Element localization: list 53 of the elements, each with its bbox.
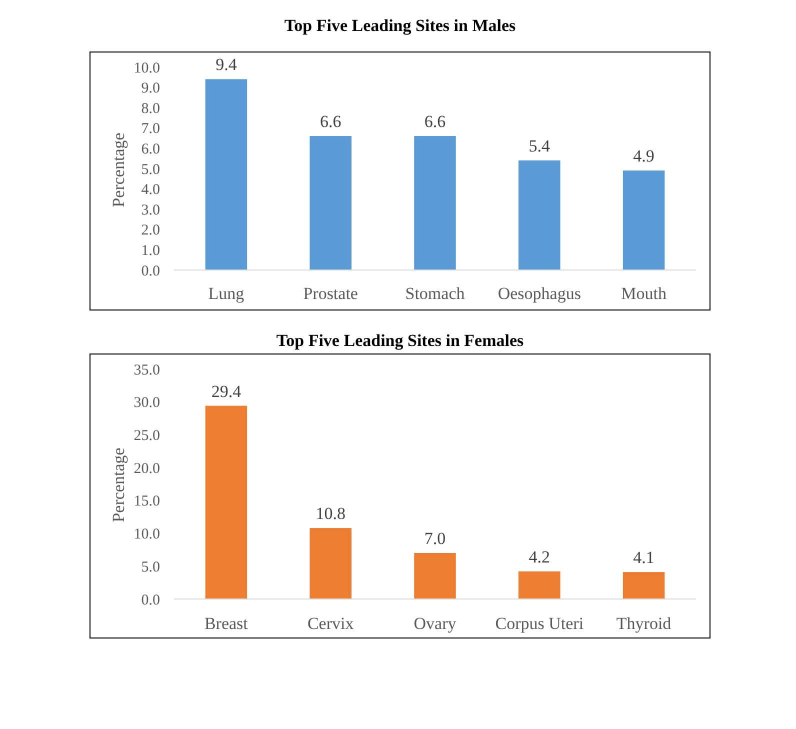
data-label: 4.1 xyxy=(633,548,654,568)
bar xyxy=(310,136,352,270)
y-tick-label: 7.0 xyxy=(141,121,160,138)
y-tick-label: 4.0 xyxy=(141,182,160,198)
bar xyxy=(310,528,352,599)
chart-title: Top Five Leading Sites in Males xyxy=(284,16,516,35)
bar xyxy=(205,406,248,599)
x-tick-label: Ovary xyxy=(414,614,457,633)
y-tick-label: 20.0 xyxy=(134,460,160,477)
y-tick-label: 3.0 xyxy=(141,202,160,218)
y-tick-label: 6.0 xyxy=(141,141,160,158)
x-tick-label: Corpus Uteri xyxy=(495,614,584,633)
y-tick-label: 0.0 xyxy=(141,263,160,280)
y-tick-label: 5.0 xyxy=(141,559,160,576)
y-tick-label: 10.0 xyxy=(134,526,160,543)
bar xyxy=(414,136,456,270)
y-tick-label: 30.0 xyxy=(134,395,160,412)
x-tick-label: Mouth xyxy=(621,284,667,303)
x-tick-label: Lung xyxy=(208,284,245,303)
y-axis-title: Percentage xyxy=(109,448,128,522)
data-label: 4.9 xyxy=(633,146,654,166)
data-label: 6.6 xyxy=(320,112,342,132)
y-tick-label: 1.0 xyxy=(141,242,160,259)
bar xyxy=(518,160,560,270)
y-axis-title: Percentage xyxy=(109,132,128,208)
data-label: 4.2 xyxy=(528,547,550,566)
data-label: 10.8 xyxy=(316,504,346,524)
data-label: 29.4 xyxy=(211,382,242,401)
x-tick-label: Breast xyxy=(204,614,248,633)
y-tick-label: 10.0 xyxy=(134,60,160,76)
data-label: 6.6 xyxy=(424,112,446,132)
data-label: 5.4 xyxy=(528,136,551,156)
bar xyxy=(518,571,560,599)
data-label: 9.4 xyxy=(216,55,238,74)
y-tick-label: 0.0 xyxy=(141,592,160,608)
y-tick-label: 2.0 xyxy=(141,222,160,239)
x-tick-label: Stomach xyxy=(405,284,466,303)
x-tick-label: Prostate xyxy=(303,284,358,303)
x-tick-label: Thyroid xyxy=(616,614,672,633)
y-tick-label: 5.0 xyxy=(141,162,160,178)
y-tick-label: 35.0 xyxy=(134,362,160,378)
chart-title: Top Five Leading Sites in Females xyxy=(276,331,524,350)
bar xyxy=(414,553,456,599)
y-tick-label: 25.0 xyxy=(134,428,160,444)
bar xyxy=(622,572,665,599)
x-tick-label: Cervix xyxy=(307,614,354,633)
bar xyxy=(205,79,248,270)
y-tick-label: 8.0 xyxy=(141,100,160,117)
x-tick-label: Oesophagus xyxy=(498,284,581,303)
y-tick-label: 15.0 xyxy=(134,494,160,510)
y-tick-label: 9.0 xyxy=(141,80,160,97)
bar xyxy=(622,170,665,270)
data-label: 7.0 xyxy=(424,529,446,548)
